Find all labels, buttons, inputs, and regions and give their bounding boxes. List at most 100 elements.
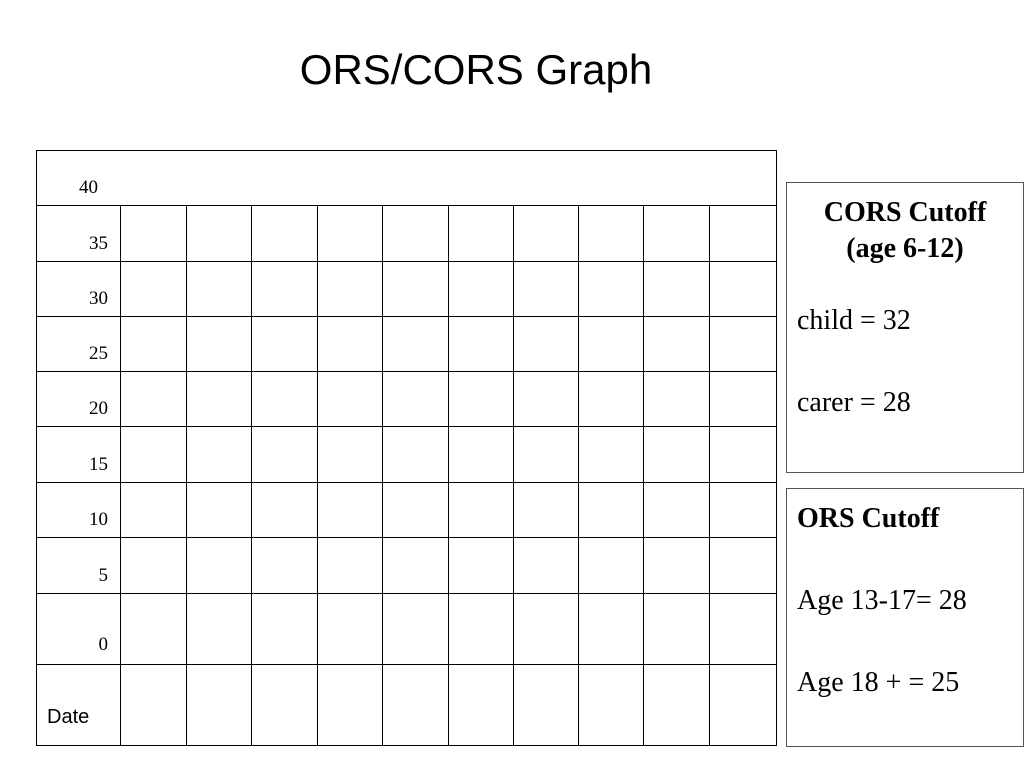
grid-cell [578,537,644,594]
grid-cell [513,316,579,372]
grid-cell [448,593,514,665]
grid-cell [578,316,644,372]
grid-cell [513,593,579,665]
grid-cell [382,537,449,594]
ors-cors-grid: 40 35 30 25 20 15 10 5 0 Date [36,150,777,746]
y-label: 0 [36,593,121,665]
grid-cell [186,371,252,427]
grid-cell [513,371,579,427]
grid-row-15: 15 [36,426,777,483]
grid-cell [317,537,383,594]
grid-cell [513,261,579,317]
grid-cell [317,593,383,665]
grid-cell [120,593,187,665]
date-cell [643,664,710,746]
grid-cell [317,426,383,483]
grid-cell [317,371,383,427]
grid-row-35: 35 [36,205,777,262]
y-label: 40 [36,150,777,206]
date-label: Date [36,664,121,746]
grid-cell [448,537,514,594]
grid-cell [382,426,449,483]
grid-cell [513,205,579,262]
date-row: Date [36,664,777,746]
grid-cell [186,205,252,262]
grid-cell [382,261,449,317]
cors-age-range: (age 6-12) [846,233,964,264]
grid-cell [186,482,252,538]
grid-row-40: 40 [36,150,777,206]
grid-cell [382,482,449,538]
grid-cell [709,261,777,317]
grid-cell [186,316,252,372]
grid-cell [251,261,318,317]
grid-row-25: 25 [36,316,777,372]
grid-cell [578,593,644,665]
grid-cell [186,593,252,665]
grid-cell [643,205,710,262]
date-cell [448,664,514,746]
grid-row-30: 30 [36,261,777,317]
cors-cutoff-box: CORS Cutoff (age 6-12) child = 32 carer … [786,182,1024,473]
date-cell [251,664,318,746]
grid-row-20: 20 [36,371,777,427]
grid-cell [513,482,579,538]
grid-cell [643,316,710,372]
grid-cell [709,482,777,538]
grid-cell [382,593,449,665]
grid-cell [448,371,514,427]
grid-cell [643,261,710,317]
grid-cell [120,426,187,483]
grid-cell [709,371,777,427]
grid-cell [251,537,318,594]
date-cell [578,664,644,746]
grid-cell [709,537,777,594]
grid-cell [251,205,318,262]
grid-cell [186,426,252,483]
grid-cell [120,371,187,427]
grid-cell [120,261,187,317]
grid-cell [251,593,318,665]
y-label: 20 [36,371,121,427]
y-label: 15 [36,426,121,483]
grid-cell [382,316,449,372]
grid-cell [382,205,449,262]
grid-cell [382,371,449,427]
cors-carer-cutoff: carer = 28 [797,387,911,418]
grid-cell [120,482,187,538]
grid-row-0: 0 [36,593,777,665]
grid-cell [251,426,318,483]
grid-cell [448,482,514,538]
y-label: 35 [36,205,121,262]
grid-cell [709,316,777,372]
grid-cell [643,482,710,538]
grid-cell [251,316,318,372]
grid-cell [251,371,318,427]
date-cell [186,664,252,746]
page-title: ORS/CORS Graph [299,46,653,93]
grid-cell [251,482,318,538]
date-cell [382,664,449,746]
grid-cell [578,261,644,317]
ors-age-13-17-cutoff: Age 13-17= 28 [797,585,967,616]
grid-cell [643,371,710,427]
grid-cell [578,426,644,483]
date-cell [709,664,777,746]
grid-cell [448,426,514,483]
grid-row-10: 10 [36,482,777,538]
ors-cutoff-heading: ORS Cutoff [797,503,940,534]
date-cell [513,664,579,746]
grid-cell [448,316,514,372]
y-label: 10 [36,482,121,538]
grid-cell [513,426,579,483]
grid-cell [120,205,187,262]
grid-cell [317,205,383,262]
cors-child-cutoff: child = 32 [797,305,911,336]
grid-cell [578,482,644,538]
grid-cell [317,261,383,317]
date-cell [120,664,187,746]
grid-cell [317,316,383,372]
grid-cell [186,537,252,594]
grid-cell [578,371,644,427]
y-label: 25 [36,316,121,372]
